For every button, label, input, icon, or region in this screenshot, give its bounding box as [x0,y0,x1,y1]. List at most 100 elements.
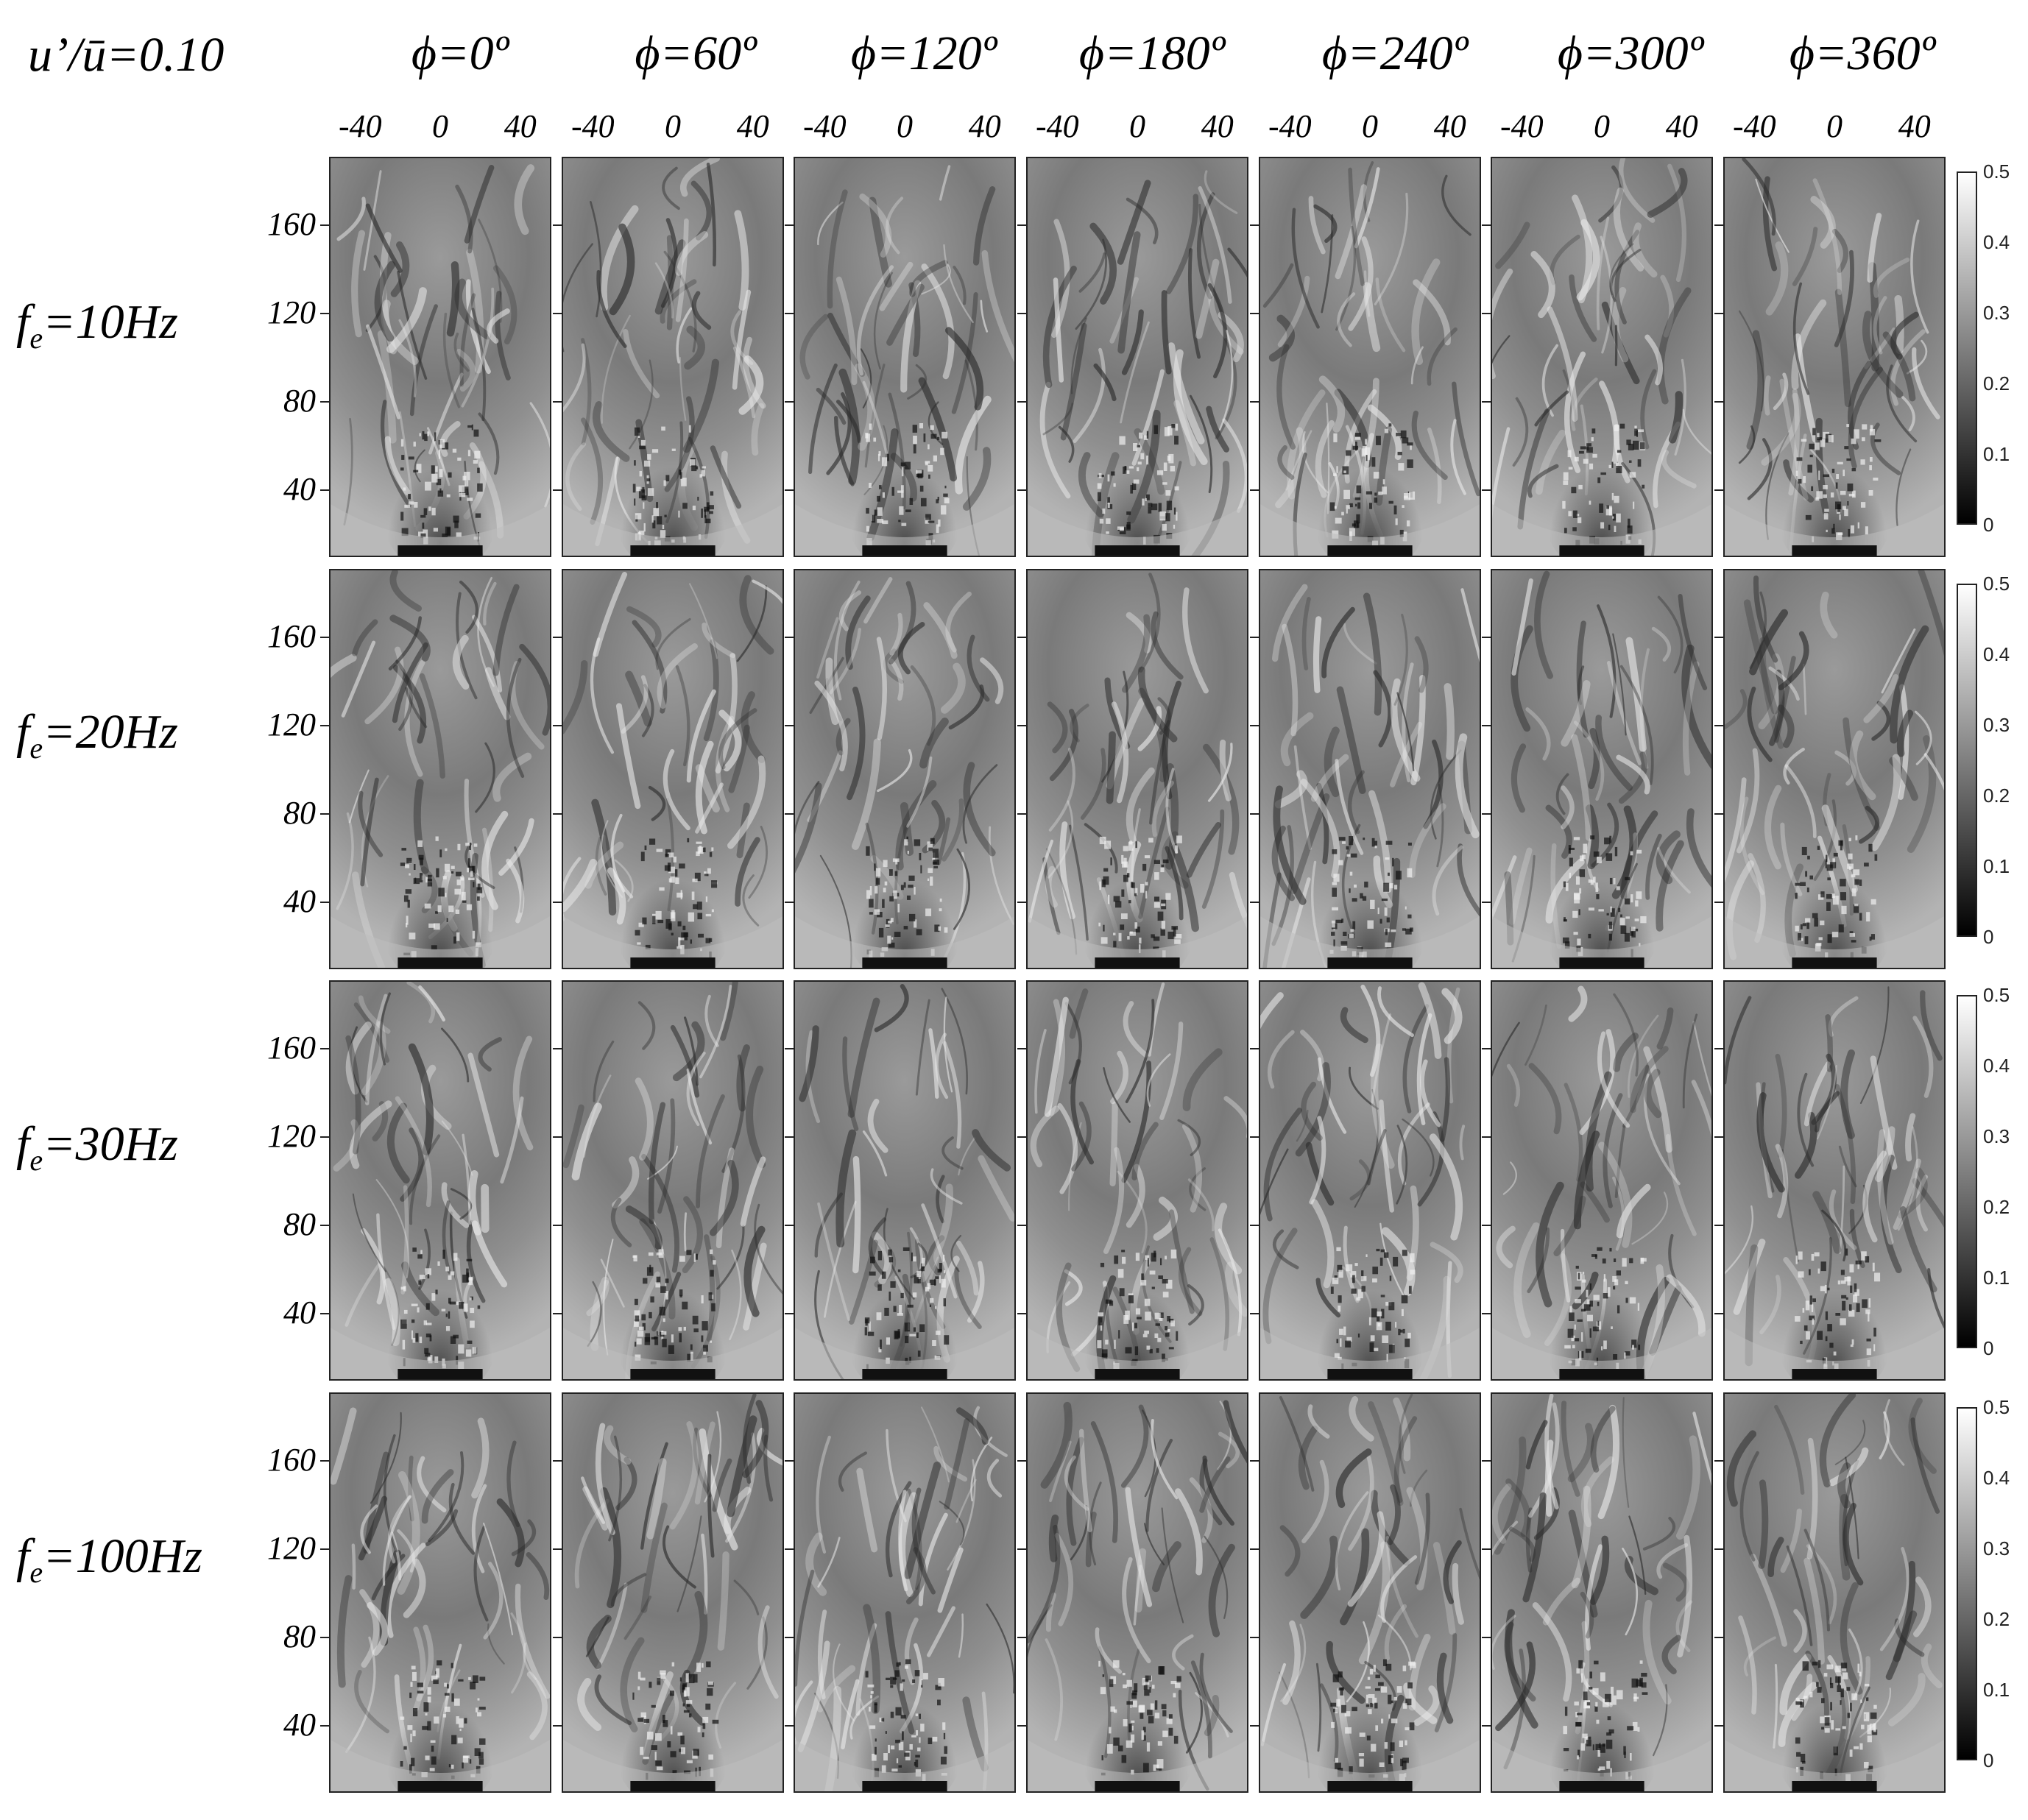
colorbar-tick-label: 0 [1983,1749,1994,1771]
y-tick-mark [1250,313,1259,315]
y-tick-mark [1017,1636,1026,1638]
y-tick-mark [1250,1312,1259,1314]
schlieren-panel [794,569,1016,969]
burner-bar [630,1369,716,1379]
schlieren-image [1028,1400,1247,1791]
y-tick-mark [1482,1636,1491,1638]
y-tick-mark [320,1136,329,1139]
burner-bar [398,545,483,556]
colorbar-tick-label: 0.3 [1983,302,2010,324]
schlieren-panel [562,980,784,1381]
x-tick-label: -40 [802,108,847,144]
colorbar-tick-label: 0.5 [1983,573,2010,595]
schlieren-panel [562,157,784,557]
y-tick-mark [785,1136,794,1139]
y-tick-mark [1250,1048,1259,1050]
schlieren-panel [329,157,551,557]
y-tick-mark [785,812,794,815]
y-tick-mark [320,1636,329,1638]
y-tick-mark [553,1636,562,1638]
frequency-row-label: fe=30Hz [16,1120,178,1175]
schlieren-image [1260,1394,1480,1791]
x-tick-label: 40 [968,108,1001,144]
y-tick-mark [553,313,562,315]
colorbar-tick-label: 0.1 [1983,855,2010,877]
row-label-subscript: e [29,1144,43,1177]
x-tick-label: 0 [897,108,913,144]
y-tick-mark [785,725,794,727]
y-tick-label: 80 [283,382,316,419]
y-tick-label: 40 [283,1706,316,1743]
x-tick-label: -40 [1732,108,1776,144]
y-tick-mark [1482,901,1491,903]
y-tick-mark [1017,1460,1026,1462]
y-tick-label: 80 [283,794,316,831]
colorbar-tick-label: 0 [1983,926,1994,948]
y-tick-mark [1482,313,1491,315]
phase-header: ϕ=180º [1078,26,1226,80]
burner-bar [1792,545,1877,556]
y-tick-mark [553,1224,562,1226]
burner-bar [1559,957,1644,968]
y-tick-label: 80 [283,1205,316,1242]
burner-bar [1559,1781,1644,1791]
y-tick-mark [1714,812,1723,815]
y-tick-mark [553,637,562,639]
schlieren-panel [1259,157,1481,557]
schlieren-panel [1026,157,1248,557]
schlieren-image [1028,170,1247,556]
y-tick-mark [1482,725,1491,727]
colorbar-tick-label: 0 [1983,1337,1994,1359]
y-tick-mark [785,1460,794,1462]
y-tick-mark [1714,1724,1723,1727]
colorbar-tick-label: 0.3 [1983,714,2010,736]
y-tick-mark [785,637,794,639]
frequency-row-label: fe=100Hz [16,1532,202,1587]
y-tick-mark [1482,1460,1491,1462]
x-tick-label: 40 [1201,108,1234,144]
schlieren-panel [329,980,551,1381]
burner-bar [1095,545,1180,556]
colorbar-tick-label: 0.1 [1983,443,2010,465]
schlieren-image [1492,158,1711,556]
y-tick-mark [320,400,329,403]
x-tick-label: 0 [1594,108,1610,144]
x-tick-label: 0 [1362,108,1378,144]
y-tick-mark [1250,812,1259,815]
schlieren-panel [794,1392,1016,1793]
schlieren-panel [1026,569,1248,969]
y-tick-mark [785,224,794,227]
y-tick-mark [1017,1136,1026,1139]
y-tick-mark [553,901,562,903]
y-tick-mark [553,400,562,403]
y-tick-mark [1017,1048,1026,1050]
y-tick-mark [1714,400,1723,403]
schlieren-panel [1259,569,1481,969]
y-tick-mark [320,812,329,815]
burner-bar [1792,957,1877,968]
frequency-row-label: fe=20Hz [16,708,178,763]
schlieren-image [331,1407,550,1791]
burner-bar [398,1369,483,1379]
schlieren-panel [329,569,551,969]
phase-header: ϕ=120º [850,26,997,80]
schlieren-image [1725,158,1944,556]
schlieren-image [1492,570,1711,968]
y-tick-mark [320,313,329,315]
burner-bar [1792,1369,1877,1379]
y-tick-mark [1482,400,1491,403]
y-tick-mark [320,1224,329,1226]
y-tick-mark [1250,1636,1259,1638]
y-tick-label: 40 [283,882,316,919]
y-tick-mark [553,1460,562,1462]
x-tick-label: 0 [1826,108,1842,144]
y-tick-mark [1714,1636,1723,1638]
schlieren-image [795,165,1014,556]
burner-bar [1095,957,1180,968]
row-label-value: =30Hz [43,1117,178,1171]
schlieren-panel [794,980,1016,1381]
y-tick-label: 160 [267,1442,316,1479]
y-tick-mark [553,1548,562,1551]
colorbar-tick-label: 0.4 [1983,1467,2010,1489]
y-tick-mark [785,489,794,491]
